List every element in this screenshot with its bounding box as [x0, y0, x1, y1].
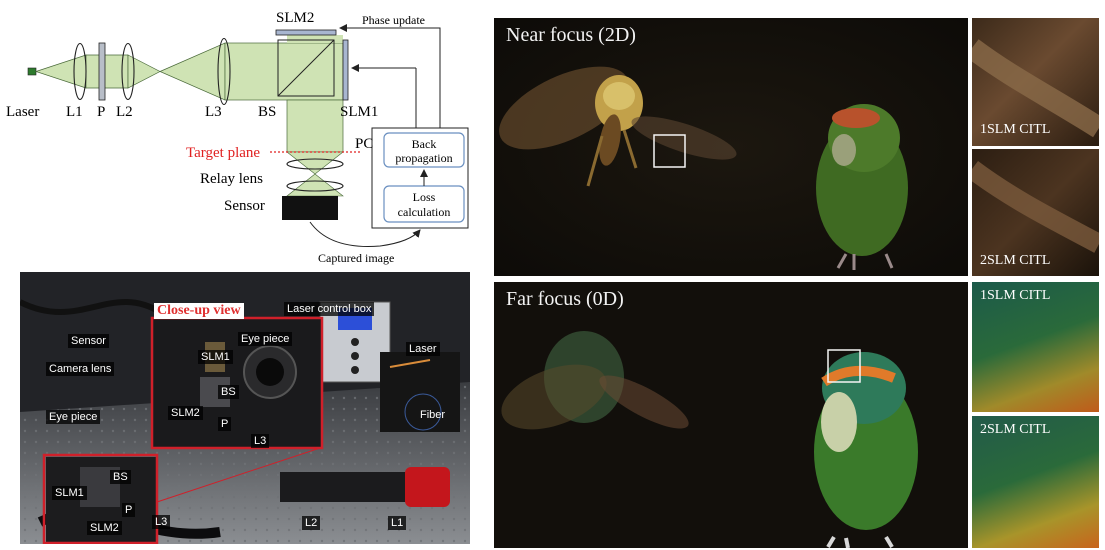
- label-slm1-inset: SLM1: [198, 350, 233, 364]
- label-laser-control-box: Laser control box: [284, 302, 375, 316]
- lens-l3-icon: [217, 37, 231, 106]
- beam-to-l3: [159, 42, 226, 101]
- captured-image-arrow: [309, 221, 421, 247]
- label-p-inset: P: [218, 417, 232, 431]
- label-target-plane: Target plane: [186, 145, 260, 161]
- beam-to-target: [286, 99, 344, 153]
- near-inset-1slm-label: 1SLM CITL: [980, 122, 1051, 137]
- label-sensor-photo: Sensor: [68, 334, 109, 348]
- label-bs-bottom: BS: [110, 470, 131, 484]
- label-back-2: propagation: [395, 151, 452, 165]
- near-inset-1slm: 1SLM CITL: [972, 18, 1099, 146]
- optical-setup-schematic: Laser L1 P L2 L3 BS SLM1 SLM2 Phase upda…: [0, 0, 470, 270]
- label-slm2-inset: SLM2: [168, 406, 203, 420]
- label-back-1: Back: [412, 137, 437, 151]
- back-propagation-box: [383, 132, 465, 168]
- label-l1: L1: [388, 516, 407, 530]
- beam-splitter-icon: [277, 39, 335, 97]
- label-l1: L1: [66, 104, 83, 120]
- label-loss-2: calculation: [398, 205, 451, 219]
- focus-results-grid: Near focus (2D) 1SLM CITL 2SLM CITL: [494, 18, 1099, 548]
- beam-expanding: [34, 54, 87, 89]
- lab-setup-photo: Close-up view Laser control box Sensor C…: [20, 272, 470, 544]
- label-slm1-bottom: SLM1: [52, 486, 87, 500]
- label-slm2: SLM2: [276, 10, 314, 26]
- label-eye-piece-inset: Eye piece: [238, 332, 293, 346]
- schematic-svg: Laser L1 P L2 L3 BS SLM1 SLM2 Phase upda…: [6, 10, 469, 265]
- label-eye-piece-left: Eye piece: [46, 410, 101, 424]
- far-inset-1slm-label: 1SLM CITL: [980, 288, 1051, 303]
- label-laser: Laser: [6, 104, 39, 120]
- label-relay-lens: Relay lens: [200, 171, 263, 187]
- label-l3-inset: L3: [251, 434, 270, 448]
- label-laser-photo: Laser: [406, 342, 440, 356]
- label-loss-1: Loss: [413, 190, 436, 204]
- label-l2: L2: [116, 104, 133, 120]
- label-bs-inset: BS: [218, 385, 239, 399]
- connector-line: [156, 447, 321, 503]
- label-sensor: Sensor: [224, 198, 265, 214]
- label-slm2-bottom: SLM2: [87, 521, 122, 535]
- near-inset-2slm: 2SLM CITL: [972, 149, 1099, 276]
- near-focus-image: Near focus (2D): [494, 18, 968, 276]
- near-inset-2slm-label: 2SLM CITL: [980, 253, 1051, 268]
- label-l3: L3: [205, 104, 222, 120]
- label-p-bottom: P: [122, 503, 136, 517]
- slm2-icon: [275, 29, 337, 36]
- label-captured-image: Captured image: [318, 251, 394, 265]
- beam-collimated: [224, 42, 344, 101]
- relay-lens-2-icon: [286, 180, 344, 192]
- near-focus-title: Near focus (2D): [506, 24, 636, 46]
- label-l3-bottom: L3: [152, 515, 171, 529]
- bottom-highlight-box: [42, 453, 159, 544]
- label-close-up-view: Close-up view: [154, 303, 244, 319]
- near-focus-zoom-box: [653, 134, 686, 168]
- label-camera-lens: Camera lens: [46, 362, 115, 376]
- label-p: P: [97, 104, 105, 120]
- far-focus-title: Far focus (0D): [506, 288, 624, 310]
- label-slm1: SLM1: [340, 104, 378, 120]
- label-bs: BS: [258, 104, 276, 120]
- label-phase-update: Phase update: [362, 13, 425, 27]
- label-l2: L2: [302, 516, 321, 530]
- far-inset-2slm-label: 2SLM CITL: [980, 422, 1051, 437]
- far-focus-image: Far focus (0D): [494, 282, 968, 548]
- photo-background-svg: [20, 272, 470, 544]
- slm1-icon: [342, 39, 349, 101]
- far-focus-zoom-box: [827, 349, 861, 383]
- far-inset-1slm: 1SLM CITL: [972, 282, 1099, 412]
- sensor-icon: [282, 196, 338, 220]
- relay-lens-1-icon: [286, 158, 344, 170]
- laser-source-icon: [27, 67, 37, 76]
- polarizer-icon: [98, 42, 106, 101]
- far-inset-2slm: 2SLM CITL: [972, 416, 1099, 548]
- label-pc: PC: [355, 136, 373, 152]
- label-fiber: Fiber: [420, 409, 446, 421]
- red-laser-housing: [405, 467, 450, 507]
- lens-l1-icon: [73, 42, 87, 101]
- lens-l2-icon: [121, 42, 135, 101]
